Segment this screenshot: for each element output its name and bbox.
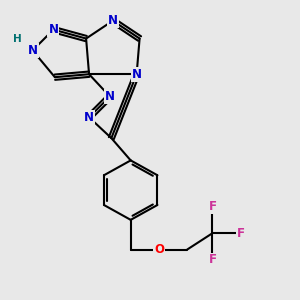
Text: F: F	[208, 200, 216, 213]
Text: N: N	[108, 14, 118, 27]
Text: N: N	[48, 23, 59, 36]
Text: H: H	[14, 34, 22, 44]
Text: F: F	[237, 227, 245, 240]
Text: N: N	[84, 111, 94, 124]
Text: N: N	[132, 68, 142, 81]
Text: N: N	[105, 90, 115, 103]
Text: O: O	[154, 243, 164, 256]
Text: F: F	[208, 254, 216, 266]
Text: N: N	[28, 44, 38, 57]
